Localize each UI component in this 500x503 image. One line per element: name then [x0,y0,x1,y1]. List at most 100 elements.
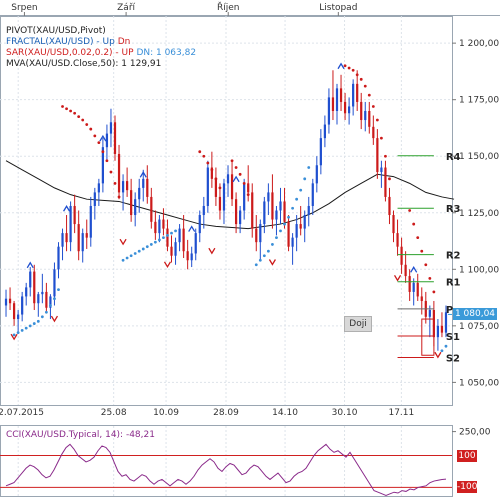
sar-dot-red [388,177,391,181]
candles [4,70,448,351]
candle-body [311,183,314,206]
candle-body [400,246,403,265]
candle-body [73,205,76,225]
y-tick-label: 1 125,00 [459,209,499,219]
candle-body [315,165,318,184]
candle-body [396,233,399,247]
sar-dot-blue [299,188,303,192]
candle-body [380,167,383,173]
sar-dot-red [367,93,371,97]
sar-dot-blue [262,254,266,258]
fractal-dn-marker [393,275,402,282]
sar-dot-red [81,118,85,122]
sar-dot-red [384,154,387,158]
candle-body [295,224,298,238]
fractal-up-marker [337,62,345,70]
candle-body [275,210,278,220]
sar-dot-red [355,73,359,77]
candle-body [182,228,185,252]
sar-dot-red [380,136,383,140]
candle-body [57,246,60,270]
candle-body [85,233,88,238]
candle-body [303,215,306,229]
candle-body [162,219,165,229]
cci-line [5,443,447,496]
candle-body [89,205,92,238]
sar-dot-red [97,141,101,145]
candle-body [61,233,64,247]
axes: 1 200,00 1 175,00 1 150,00 1 125,00 1 100,00… [0,2,499,418]
sar-dot-blue [145,245,149,249]
x-tick-label: 17.11 [388,408,414,418]
candle-body [49,296,52,308]
candle-body [428,310,431,317]
legend-fractal-label: FRACTAL(XAU/USD) [6,37,94,47]
candle-body [45,291,48,308]
candle-body [8,298,12,304]
candle-body [372,126,375,139]
candle-body [93,192,96,206]
candle-body [356,83,359,102]
candle-body [279,201,282,211]
sar-dot-blue [440,349,444,353]
sar-dot-blue [444,344,448,348]
candle-body [198,215,201,234]
candle-body [69,205,72,243]
sar-dot-red [198,150,202,154]
candle-body [109,122,113,134]
pivot-label: S2 [446,354,460,365]
sar-dot-blue [149,243,153,246]
candle-body [166,228,169,247]
indicator-legend: PIVOT(XAU/USD,Pivot) FRACTAL(XAU/USD) - … [6,26,196,70]
sar-dot-blue [20,328,24,332]
fractal-up-marker [188,225,196,232]
candle-body [206,167,209,206]
sar-dot-blue [32,322,36,325]
legend-pivot: PIVOT(XAU/USD,Pivot) [6,26,106,36]
candle-body [408,276,411,292]
sar-dot-red [105,159,109,163]
sar-dot-blue [133,252,137,255]
candle-body [440,325,444,333]
candle-body [323,124,327,139]
candle-body [243,183,246,211]
sar-dot-red [234,166,238,169]
sar-dot-red [238,172,242,176]
candle-body [33,271,36,304]
candle-body [291,237,294,247]
sar-dot-blue [153,240,157,244]
candle-body [81,233,84,252]
x-tick-label: 25.08 [101,408,127,418]
candle-body [368,110,371,127]
sar-dot-blue [170,231,173,235]
ma50-line [5,160,455,230]
sar-dots [12,64,448,353]
candle-body [210,167,213,179]
candle-body [150,196,153,222]
sar-dot-red [113,181,117,185]
sar-dot-red [424,263,428,267]
candle-body [174,242,177,256]
main-frame [0,16,453,406]
fractal-dn-marker [10,333,18,341]
candle-body [271,192,274,220]
candle-body [29,271,32,288]
candle-body [259,224,262,243]
sar-dot-red [214,177,218,181]
sar-dot-red [432,290,436,294]
sar-dot-blue [129,254,133,258]
candle-body [436,325,440,338]
legend-fractal-dn: Dn [117,37,131,47]
candle-body [420,296,423,301]
candle-body [230,174,234,200]
sar-dot-red [351,68,355,72]
sar-dot-blue [254,263,258,267]
candle-body [388,196,391,216]
sar-dot-blue [174,229,177,233]
candle-body [37,294,40,304]
candle-body [53,269,56,297]
fractal-dn-marker [119,238,127,246]
sar-dot-red [61,105,64,108]
sar-dot-blue [12,333,16,337]
sar-dot-red [210,168,214,172]
